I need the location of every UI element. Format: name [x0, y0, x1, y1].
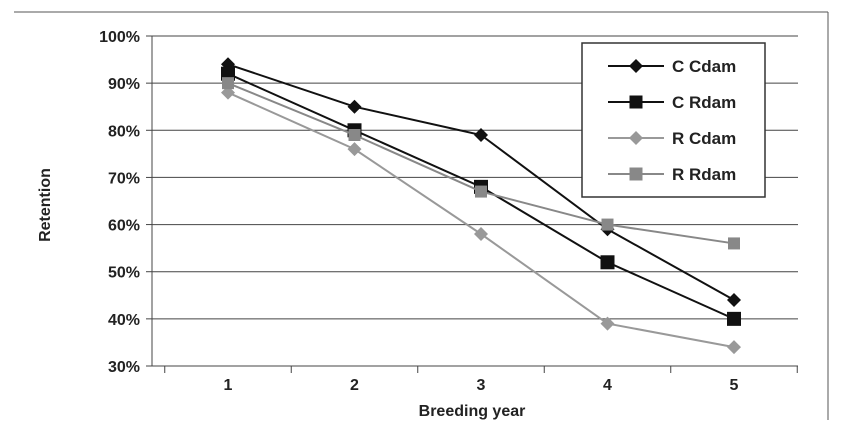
data-point-c-cdam — [474, 128, 488, 142]
data-point-r-cdam — [727, 340, 741, 355]
y-tick-label: 50% — [108, 265, 140, 282]
x-tick-label: 4 — [603, 377, 612, 394]
legend-marker-c-cdam — [629, 59, 643, 73]
data-point-c-rdam — [727, 311, 741, 326]
legend-label-c-rdam: C Rdam — [672, 93, 736, 112]
series-r-rdam — [222, 77, 740, 250]
legend-item-c-rdam: C Rdam — [608, 93, 736, 112]
gridlines — [152, 35, 798, 320]
y-tick-label: 80% — [108, 123, 140, 140]
x-axis-label: Breeding year — [419, 403, 526, 420]
data-point-c-cdam — [347, 99, 362, 114]
y-tick-label: 60% — [108, 218, 140, 235]
data-point-r-cdam — [600, 316, 615, 331]
legend-marker-c-rdam — [629, 95, 643, 109]
y-tick-label: 100% — [99, 29, 140, 46]
series-group — [221, 57, 741, 355]
legend-box — [581, 42, 766, 198]
axes — [146, 35, 798, 373]
legend-item-c-cdam: C Cdam — [608, 57, 736, 76]
data-point-r-rdam — [222, 77, 234, 90]
legend-marker-r-cdam — [629, 131, 643, 145]
data-point-r-cdam — [474, 227, 488, 241]
data-point-r-rdam — [728, 237, 740, 250]
x-tick-labels: 1 2 3 4 5 — [224, 377, 739, 394]
x-tick-label: 3 — [477, 377, 486, 394]
x-tick-label: 2 — [350, 377, 359, 394]
series-c-cdam — [221, 57, 741, 307]
legend-label-c-cdam: C Cdam — [672, 57, 736, 76]
y-tick-label: 90% — [108, 76, 140, 93]
legend-label-r-rdam: R Rdam — [672, 165, 736, 184]
y-tick-label: 70% — [108, 170, 140, 187]
x-tick-label: 1 — [224, 377, 233, 394]
data-point-c-rdam — [600, 255, 615, 270]
legend-item-r-cdam: R Cdam — [608, 129, 736, 148]
data-point-r-rdam — [475, 185, 487, 198]
legend-marker-r-rdam — [629, 167, 643, 181]
legend: C Cdam C Rdam R Cdam R Rdam — [581, 42, 766, 198]
y-tick-label: 30% — [108, 359, 140, 376]
data-point-c-cdam — [727, 293, 741, 307]
data-point-r-rdam — [348, 129, 361, 141]
y-axis-label: Retention — [37, 168, 54, 242]
series-r-cdam — [221, 85, 741, 355]
data-point-r-cdam — [347, 142, 362, 157]
legend-label-r-cdam: R Cdam — [672, 129, 736, 148]
data-point-r-rdam — [601, 218, 614, 231]
y-tick-labels: 30% 40% 50% 60% 70% 80% 90% 100% — [99, 29, 140, 376]
y-tick-label: 40% — [108, 312, 140, 329]
x-tick-label: 5 — [730, 377, 739, 394]
legend-item-r-rdam: R Rdam — [608, 165, 736, 184]
